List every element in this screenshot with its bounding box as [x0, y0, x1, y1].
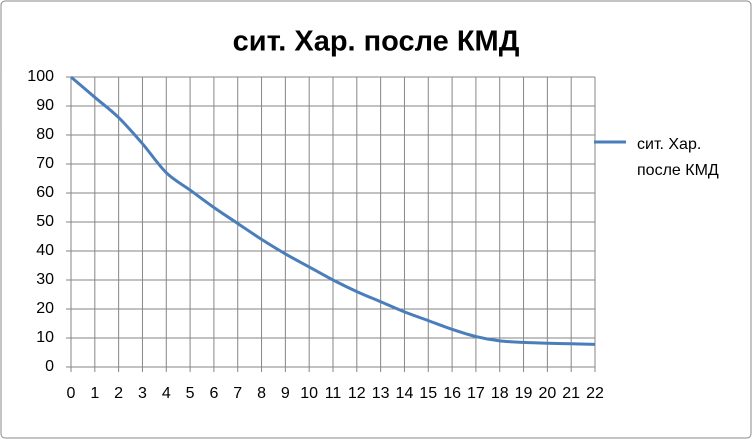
x-tick-label: 6 — [209, 385, 218, 402]
x-tick-label: 21 — [562, 385, 580, 402]
y-tick-label: 10 — [36, 329, 54, 346]
legend-label: сит. Хар. после КМД — [637, 136, 719, 179]
chart-title: сит. Хар. после КМД — [233, 26, 520, 58]
x-tick-label: 4 — [162, 385, 171, 402]
y-tick-label: 60 — [36, 184, 54, 201]
x-tick-label: 11 — [325, 385, 342, 402]
x-tick-label: 20 — [538, 385, 556, 402]
x-tick-label: 5 — [186, 385, 195, 402]
x-tick-label: 14 — [396, 385, 414, 402]
x-tick-label: 18 — [491, 385, 509, 402]
x-tick-label: 7 — [233, 385, 242, 402]
x-tick-label: 9 — [281, 385, 290, 402]
y-tick-label: 80 — [36, 126, 54, 143]
y-tick-label: 50 — [36, 213, 54, 230]
y-tick-label: 30 — [36, 271, 54, 288]
y-tick-label: 70 — [36, 155, 54, 172]
series-line — [70, 75, 596, 346]
x-tick-label: 10 — [300, 385, 318, 402]
x-tick-label: 0 — [67, 385, 76, 402]
y-tick-label: 100 — [27, 68, 54, 85]
x-tick-label: 1 — [90, 385, 99, 402]
x-tick-label: 16 — [443, 385, 461, 402]
x-tick-label: 15 — [419, 385, 437, 402]
x-tick-label: 12 — [348, 385, 366, 402]
x-tick-label: 19 — [515, 385, 533, 402]
y-tick-label: 0 — [45, 358, 54, 375]
y-tick-label: 20 — [36, 300, 54, 317]
x-tick-label: 3 — [138, 385, 147, 402]
x-tick-label: 17 — [467, 385, 485, 402]
y-tick-label: 90 — [36, 97, 54, 114]
x-tick-label: 13 — [372, 385, 390, 402]
x-tick-label: 22 — [586, 385, 604, 402]
y-tick-label: 40 — [36, 242, 54, 259]
x-tick-label: 2 — [114, 385, 123, 402]
x-tick-label: 8 — [257, 385, 266, 402]
